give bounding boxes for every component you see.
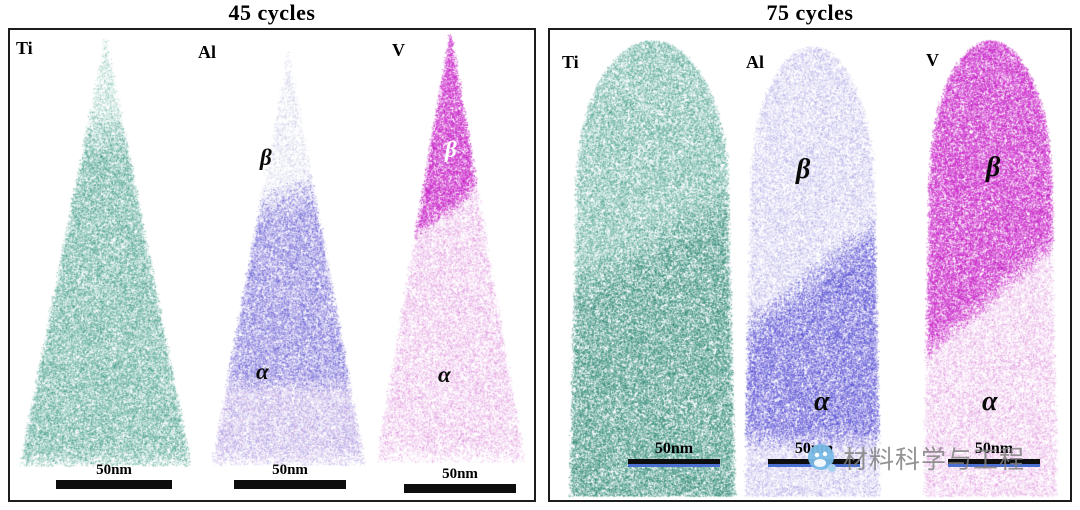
scalebar-label: 50nm — [272, 462, 308, 479]
ti-tip-point-cloud-75 — [562, 36, 747, 498]
phase-label-beta-al-75: β — [796, 156, 810, 184]
panel-45-cycles: Ti Al V β α β α 50nm 50nm 50nm — [8, 28, 536, 502]
element-label-al-75: Al — [746, 52, 764, 73]
watermark-logo-icon — [806, 442, 838, 474]
watermark: 材料科学与工程 — [806, 440, 1025, 476]
panel-title-75-cycles: 75 cycles — [548, 0, 1072, 26]
scalebar-ti-75: 50nm — [628, 440, 720, 467]
element-label-ti-75: Ti — [562, 52, 579, 73]
scalebar-bar — [628, 459, 720, 467]
al-tip-point-cloud-45 — [206, 40, 386, 496]
scalebar-label: 50nm — [442, 466, 478, 483]
scalebar-ti-45: 50nm — [56, 462, 172, 489]
scalebar-bar — [234, 480, 346, 489]
panel-title-45-cycles: 45 cycles — [8, 0, 536, 26]
ti-tip-point-cloud-45 — [18, 34, 208, 500]
scalebar-label: 50nm — [96, 462, 132, 479]
scalebar-bar — [404, 484, 516, 493]
watermark-text: 材料科学与工程 — [843, 440, 1025, 476]
element-label-v-45: V — [392, 40, 405, 61]
al-tip-point-cloud-75 — [742, 38, 896, 498]
v-tip-point-cloud-45 — [376, 32, 536, 498]
v-tip-point-cloud-75 — [922, 36, 1072, 498]
phase-label-alpha-al-45: α — [256, 360, 269, 383]
phase-label-alpha-v-75: α — [982, 388, 998, 416]
scalebar-al-45: 50nm — [234, 462, 346, 489]
element-label-al-45: Al — [198, 42, 216, 63]
scalebar-bar — [56, 480, 172, 489]
phase-label-beta-v-75: β — [986, 154, 1000, 182]
figure: 45 cycles 75 cycles Ti Al V β α β α 50nm… — [0, 0, 1080, 510]
scalebar-label: 50nm — [655, 440, 693, 458]
phase-label-beta-al-45: β — [260, 146, 272, 169]
panel-75-cycles: Ti Al V β α β α 50nm 50nm 50nm — [548, 28, 1072, 502]
phase-label-beta-v-45: β — [445, 138, 457, 161]
scalebar-v-45: 50nm — [404, 466, 516, 493]
phase-label-alpha-al-75: α — [814, 388, 830, 416]
phase-label-alpha-v-45: α — [438, 363, 451, 386]
element-label-ti-45: Ti — [16, 38, 33, 59]
element-label-v-75: V — [926, 50, 939, 71]
